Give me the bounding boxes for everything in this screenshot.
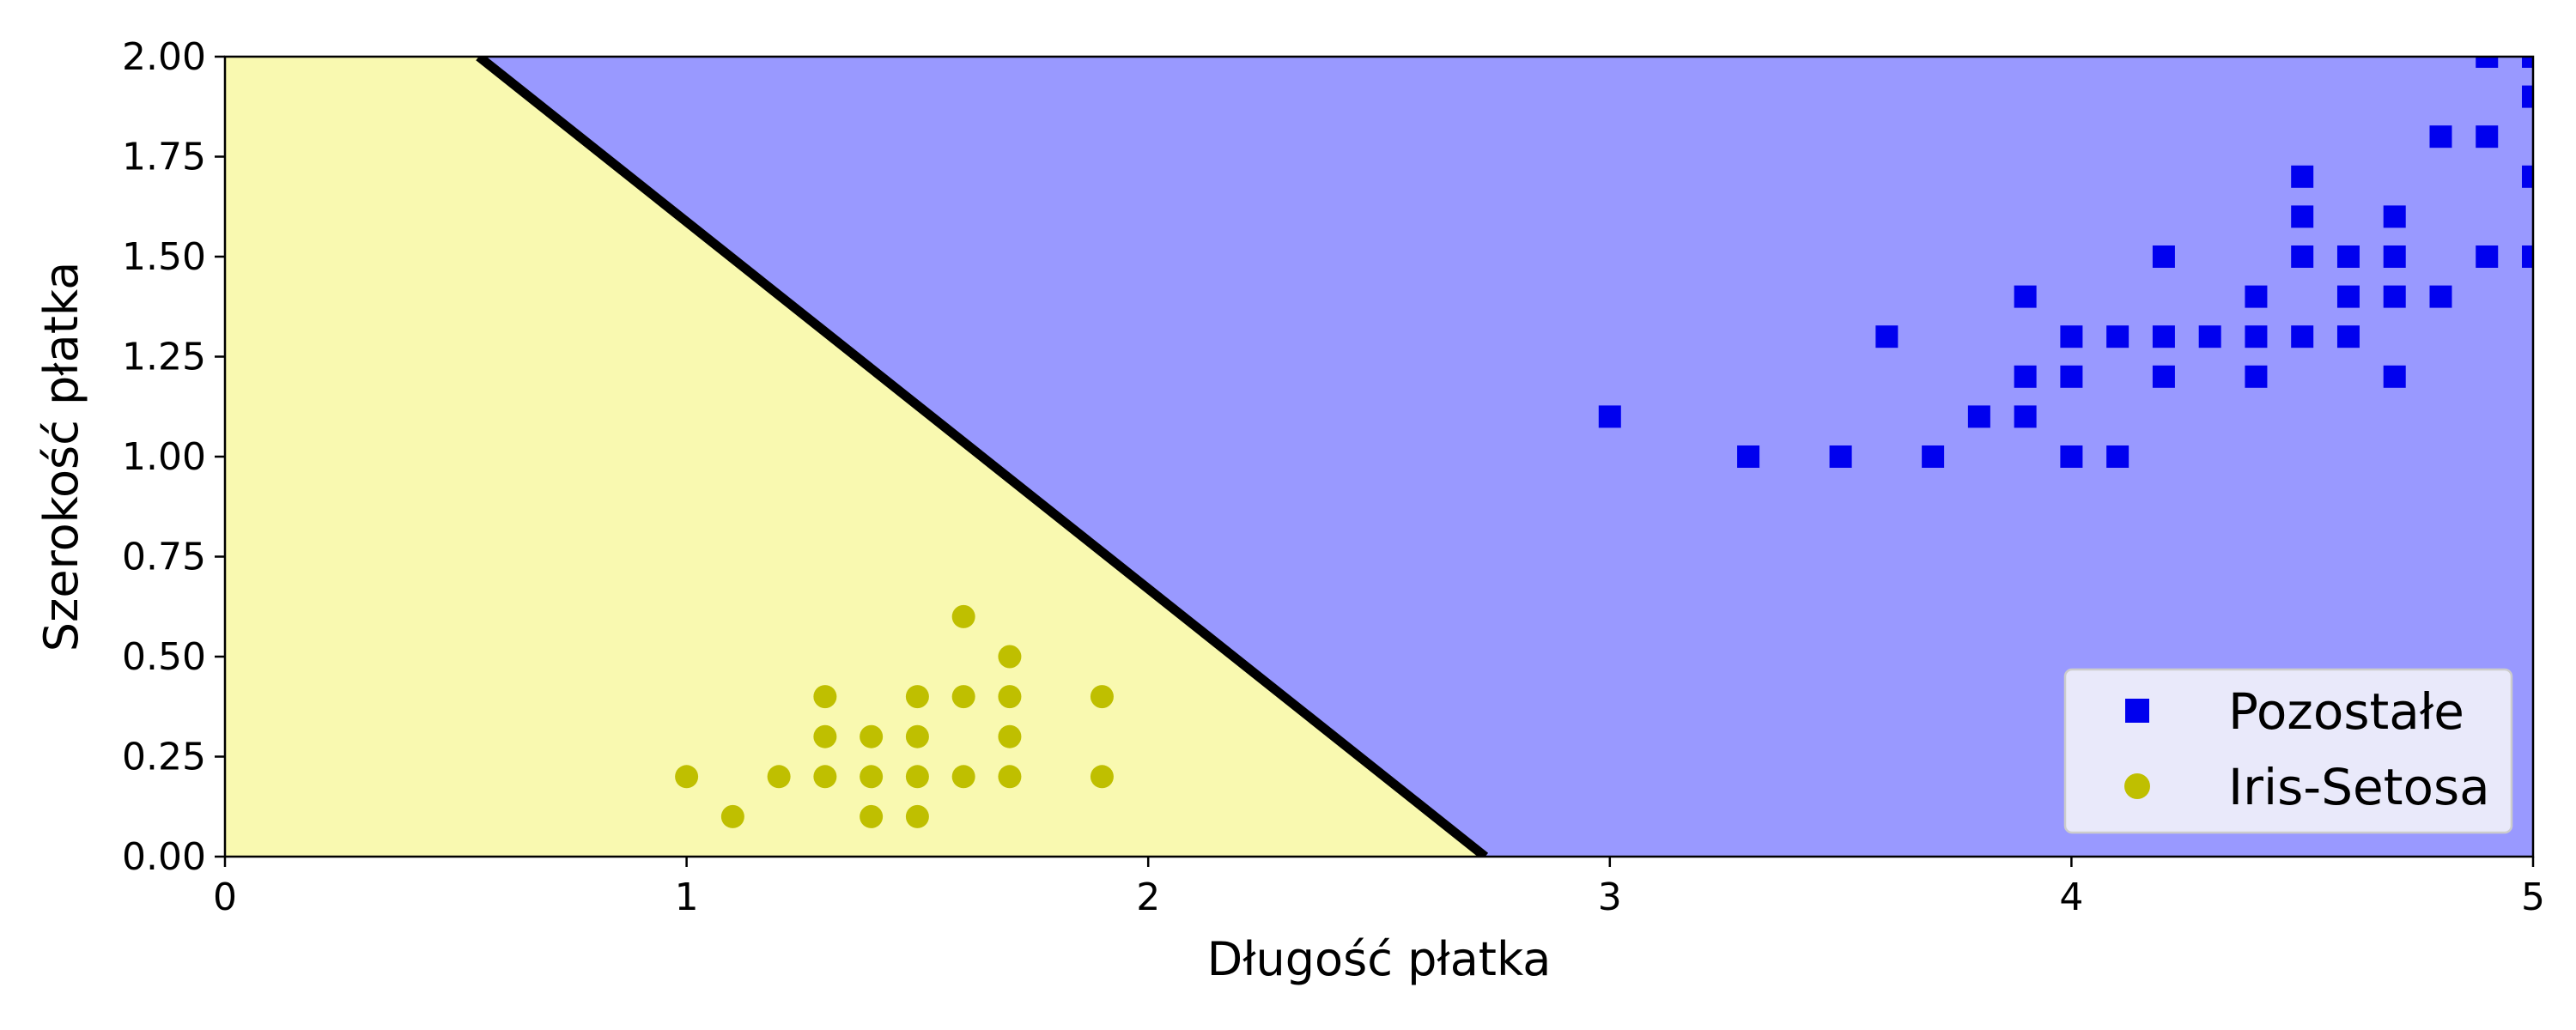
x-tick-label: 4: [2059, 876, 2083, 919]
data-point-square: [2152, 325, 2175, 348]
y-tick-label: 1.25: [122, 336, 206, 379]
data-point-circle: [860, 804, 884, 828]
data-point-circle: [951, 685, 975, 709]
x-tick-label: 1: [675, 876, 699, 919]
data-point-square: [2106, 325, 2129, 348]
x-tick-label: 5: [2521, 876, 2545, 919]
data-point-square: [2383, 285, 2406, 308]
data-point-square: [1875, 325, 1899, 348]
data-point-circle: [998, 724, 1022, 748]
data-point-circle: [813, 724, 837, 748]
legend-box: [2063, 668, 2513, 834]
data-point-square: [2291, 165, 2314, 188]
y-tick-label: 1.00: [122, 435, 206, 479]
data-point-square: [2383, 245, 2406, 268]
data-point-circle: [951, 765, 975, 789]
data-point-square: [2014, 405, 2037, 428]
data-point-circle: [905, 724, 929, 748]
data-point-square: [2060, 365, 2083, 388]
data-point-circle: [860, 765, 884, 789]
data-point-square: [2336, 285, 2360, 308]
data-point-square: [2476, 245, 2499, 268]
data-point-square: [2014, 365, 2037, 388]
data-point-square: [2060, 325, 2083, 348]
y-axis-title: Szerokość płatka: [34, 262, 88, 652]
data-point-circle: [998, 645, 1022, 669]
y-tick-label: 0.00: [122, 835, 206, 879]
data-point-square: [2476, 57, 2499, 68]
data-point-square: [2476, 125, 2499, 148]
data-point-square: [2522, 57, 2533, 68]
data-point-square: [2152, 365, 2175, 388]
data-point-square: [2245, 365, 2268, 388]
x-tick-label: 2: [1136, 876, 1160, 919]
data-point-circle: [767, 765, 791, 789]
data-point-square: [2522, 85, 2533, 108]
data-point-circle: [951, 604, 975, 628]
data-point-square: [2060, 445, 2083, 468]
data-point-square: [2429, 285, 2452, 308]
data-point-square: [1922, 445, 1945, 468]
data-point-square: [1829, 445, 1852, 468]
data-point-square: [2014, 285, 2037, 308]
x-tick-label: 3: [1598, 876, 1622, 919]
data-point-square: [2245, 325, 2268, 348]
data-point-square: [2291, 325, 2314, 348]
region-iris-setosa: [225, 57, 1485, 857]
data-point-square: [2522, 245, 2533, 268]
legend-marker-circle: [2124, 773, 2150, 799]
data-point-square: [1598, 405, 1621, 428]
data-point-square: [1737, 445, 1760, 468]
y-tick-label: 0.75: [122, 536, 206, 579]
legend: Pozostałe Iris-Setosa: [2063, 668, 2513, 834]
data-point-square: [2106, 445, 2129, 468]
y-tick-label: 1.50: [122, 235, 206, 279]
legend-label: Iris-Setosa: [2228, 758, 2490, 816]
y-tick-label: 2.00: [122, 35, 206, 79]
data-point-square: [2522, 165, 2533, 188]
data-point-square: [2383, 205, 2406, 228]
data-point-circle: [1090, 765, 1114, 789]
data-point-circle: [675, 765, 699, 789]
data-point-circle: [813, 685, 837, 709]
y-tick-label: 0.50: [122, 635, 206, 679]
series-pozostale: [1598, 57, 2533, 468]
data-point-square: [2383, 365, 2406, 388]
data-point-circle: [860, 724, 884, 748]
data-point-circle: [1090, 685, 1114, 709]
series-iris-setosa: [675, 604, 1114, 828]
legend-marker-square: [2125, 699, 2149, 723]
data-point-circle: [998, 765, 1022, 789]
data-point-circle: [905, 765, 929, 789]
data-point-square: [2152, 245, 2175, 268]
axes: 0 1 2 3 4 5 0.00 0.25 0.50 0.75 1.00 1.25 1.50 1.75 2.…: [122, 35, 2545, 919]
data-point-square: [2336, 325, 2360, 348]
y-tick-label: 1.75: [122, 136, 206, 179]
data-point-square: [2198, 325, 2221, 348]
data-point-square: [2336, 245, 2360, 268]
decision-boundary-line: [476, 57, 1489, 857]
data-point-square: [2291, 205, 2314, 228]
data-point-circle: [905, 804, 929, 828]
data-point-square: [2429, 125, 2452, 148]
data-point-circle: [720, 804, 744, 828]
data-point-square: [2291, 245, 2314, 268]
x-axis-title: Długość płatka: [1207, 932, 1552, 986]
y-tick-label: 0.25: [122, 736, 206, 779]
data-point-circle: [813, 765, 837, 789]
plot-area: [225, 57, 2533, 857]
data-point-circle: [998, 685, 1022, 709]
legend-label: Pozostałe: [2228, 682, 2464, 741]
data-point-square: [1967, 405, 1990, 428]
data-point-square: [2245, 285, 2268, 308]
x-tick-label: 0: [213, 876, 237, 919]
data-point-circle: [905, 685, 929, 709]
